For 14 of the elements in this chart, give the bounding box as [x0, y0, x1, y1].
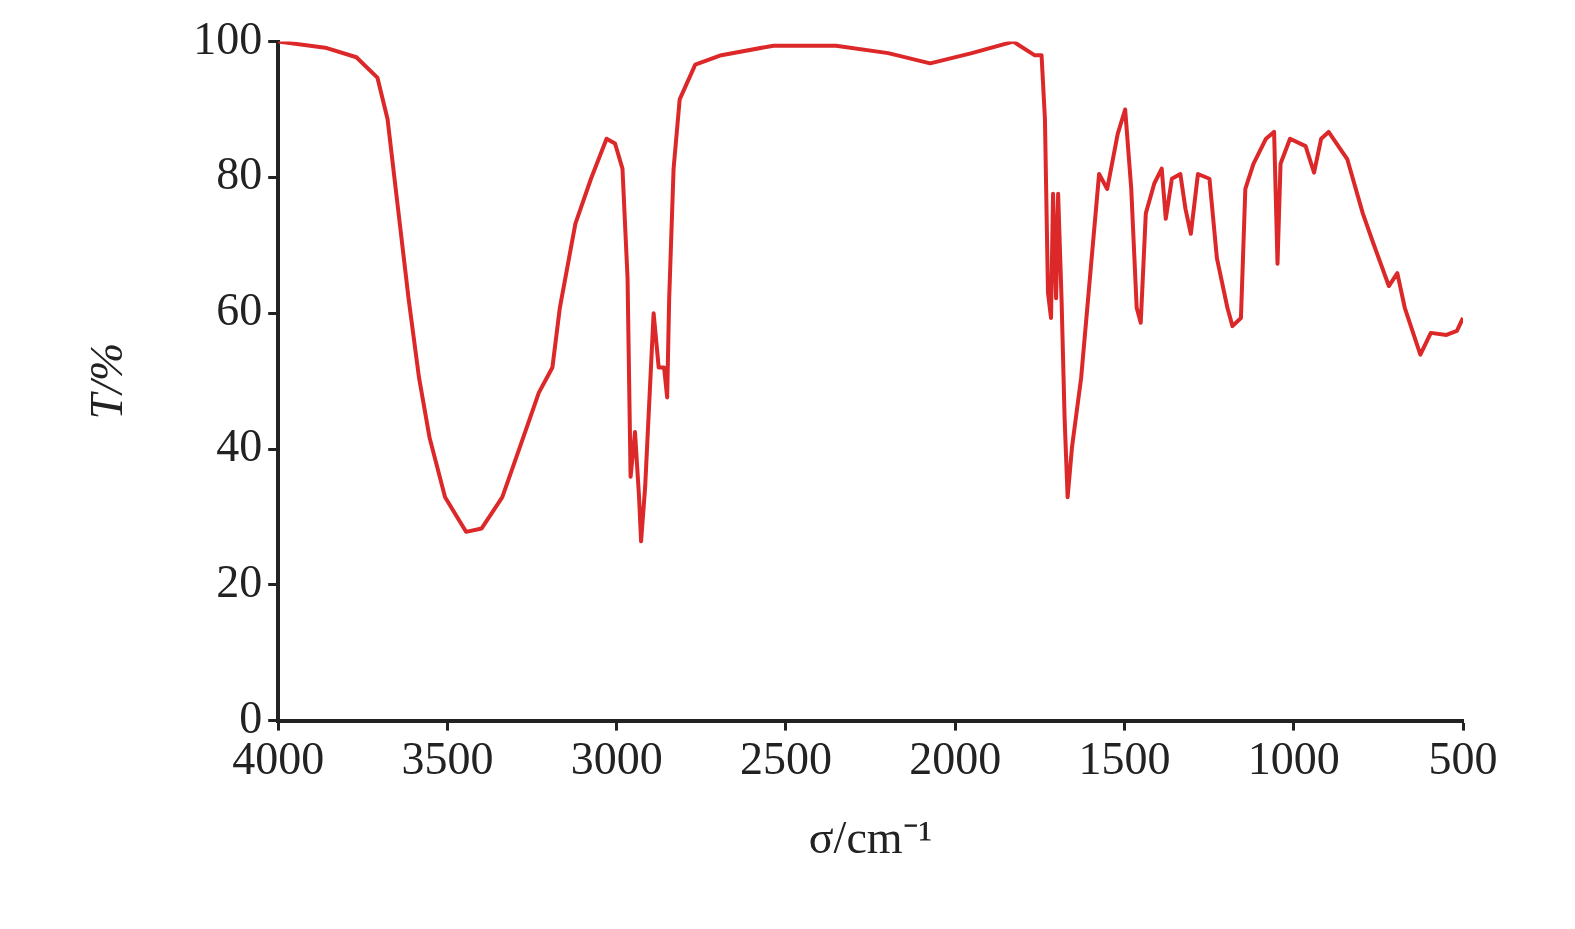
x-tick-label: 1000	[1247, 733, 1340, 785]
x-tick-label: 2000	[909, 733, 1002, 785]
x-axis-title: σ/cm⁻¹	[808, 812, 933, 864]
y-tick-label: 20	[216, 555, 263, 607]
y-tick-label: 40	[216, 420, 263, 472]
y-tick-label: 80	[216, 148, 263, 200]
y-axis-title: T/%	[80, 342, 132, 420]
x-tick-label: 500	[1428, 733, 1498, 785]
x-tick-label: 3500	[401, 733, 494, 785]
x-tick-label: 1500	[1078, 733, 1171, 785]
y-tick-label: 60	[216, 284, 263, 336]
y-tick-label: 100	[193, 12, 263, 64]
x-tick-label: 2500	[739, 733, 832, 785]
x-tick-label: 3000	[570, 733, 663, 785]
